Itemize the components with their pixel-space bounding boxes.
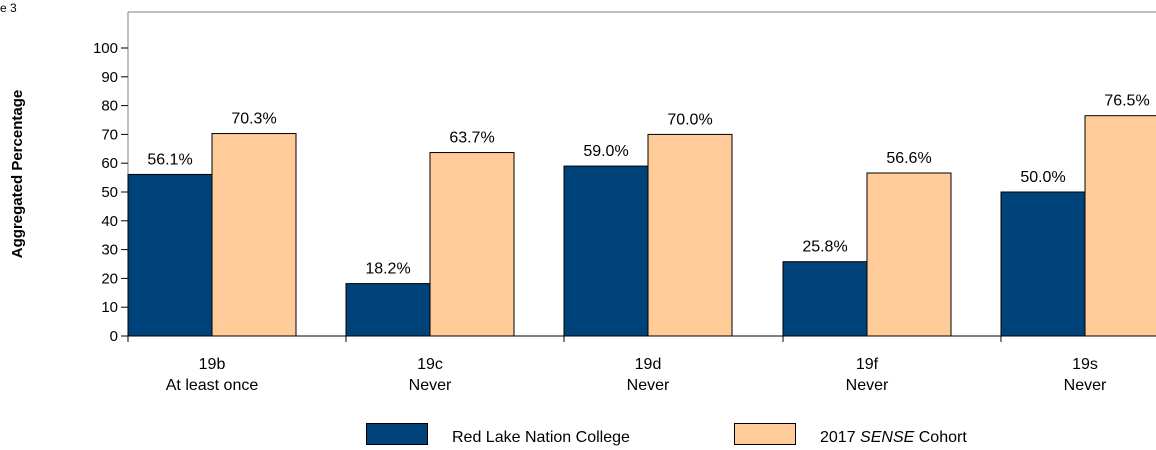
x-category-label-line: 19b bbox=[199, 356, 226, 373]
x-category-label-line: 19c bbox=[417, 356, 443, 373]
red-lake-bar bbox=[345, 283, 431, 337]
sense-cohort-value-label: 76.5% bbox=[1104, 93, 1149, 110]
x-category-label-line: Never bbox=[846, 377, 889, 394]
sense-cohort-value-label: 63.7% bbox=[449, 130, 494, 147]
red-lake-value-label: 50.0% bbox=[1020, 169, 1065, 186]
x-category-label-line: Never bbox=[1064, 377, 1107, 394]
y-tick-label: 70 bbox=[101, 126, 118, 143]
red-lake-bar bbox=[1000, 191, 1086, 337]
sense-cohort-value-label: 70.0% bbox=[667, 111, 712, 128]
legend-swatch-red-lake-nation-college bbox=[366, 423, 428, 445]
sense-cohort-value-label: 70.3% bbox=[231, 111, 276, 128]
y-axis: 0 10 20 30 40 50 60 70 80 90 100 bbox=[93, 40, 128, 345]
y-tick-label: 0 bbox=[110, 328, 118, 345]
red-lake-value-label: 59.0% bbox=[583, 143, 628, 160]
red-lake-value-label: 18.2% bbox=[365, 261, 410, 278]
legend-label-prefix: 2017 bbox=[820, 429, 861, 446]
sense-cohort-bar bbox=[647, 133, 733, 337]
x-category-label-line: 19d bbox=[635, 356, 662, 373]
value-labels: 56.1% 18.2% 59.0% 25.8% 50.0% 70.3% 63.7% 70.0%… bbox=[147, 93, 1149, 278]
sense-cohort-bar bbox=[866, 172, 952, 337]
x-labels: 19b At least once 19c Never 19d Never 19f Never… bbox=[127, 336, 1107, 394]
x-category-label-line: Never bbox=[627, 377, 670, 394]
red-lake-bar bbox=[782, 261, 868, 337]
legend-label-2017-sense-cohort: 2017 SENSE Cohort bbox=[820, 429, 967, 447]
x-category-label-line: At least once bbox=[166, 377, 259, 394]
sense-cohort-bar bbox=[429, 152, 515, 337]
sense-cohort-value-label: 56.6% bbox=[886, 150, 931, 167]
legend-label-italic: SENSE bbox=[860, 429, 915, 446]
x-category-label-line: Never bbox=[409, 377, 452, 394]
sense-cohort-bar bbox=[211, 133, 297, 337]
red-lake-value-label: 25.8% bbox=[802, 239, 847, 256]
y-tick-label: 10 bbox=[101, 299, 118, 316]
y-tick-label: 100 bbox=[93, 40, 118, 57]
y-tick-label: 40 bbox=[101, 213, 118, 230]
x-category-label-line: 19s bbox=[1072, 356, 1098, 373]
y-tick-label: 30 bbox=[101, 242, 118, 259]
bars bbox=[127, 115, 1156, 337]
red-lake-bar bbox=[127, 173, 213, 337]
y-tick-label: 90 bbox=[101, 69, 118, 86]
x-category-label-line: 19f bbox=[856, 356, 879, 373]
red-lake-value-label: 56.1% bbox=[147, 151, 192, 168]
legend-swatch-2017-sense-cohort bbox=[734, 423, 796, 445]
y-tick-label: 50 bbox=[101, 184, 118, 201]
corner-label: e 3 bbox=[0, 1, 17, 15]
legend-label-suffix: Cohort bbox=[914, 429, 967, 446]
sense-cohort-bar bbox=[1084, 115, 1156, 337]
legend-label-red-lake-nation-college: Red Lake Nation College bbox=[452, 429, 630, 446]
y-tick-label: 60 bbox=[101, 155, 118, 172]
y-axis-title: Aggregated Percentage bbox=[9, 90, 26, 258]
y-tick-label: 20 bbox=[101, 270, 118, 287]
red-lake-bar bbox=[563, 165, 649, 337]
y-tick-label: 80 bbox=[101, 98, 118, 115]
